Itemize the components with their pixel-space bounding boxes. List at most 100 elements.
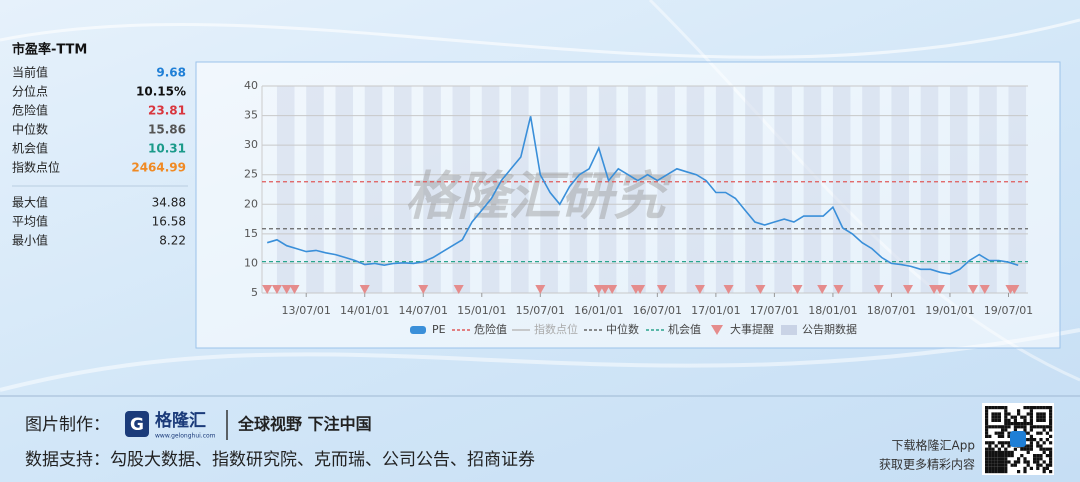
qr-cell — [1042, 470, 1046, 474]
qr-cell — [1036, 406, 1040, 410]
qr-cell — [991, 457, 995, 461]
qr-cell — [1001, 444, 1005, 448]
x-tick-label: 19/01/01 — [925, 304, 974, 317]
qr-cell — [1007, 418, 1011, 422]
qr-cell — [994, 425, 998, 429]
qr-cell — [1049, 412, 1053, 416]
report-period-band — [628, 86, 646, 293]
legend-label: 公告期数据 — [802, 322, 857, 336]
qr-cell — [1007, 450, 1011, 454]
qr-cell — [1036, 444, 1040, 448]
x-tick-label: 17/07/01 — [750, 304, 799, 317]
qr-cell — [991, 450, 995, 454]
report-period-band — [364, 86, 383, 293]
qr-cell — [1042, 412, 1046, 416]
stat-value: 9.68 — [156, 66, 186, 80]
made-by-label: 图片制作： — [25, 415, 110, 435]
event-marker — [873, 285, 884, 294]
qr-cell — [1026, 444, 1030, 448]
qr-cell — [1045, 438, 1049, 442]
qr-cell — [1029, 428, 1033, 432]
qr-logo — [1010, 431, 1026, 447]
report-period-band — [657, 86, 675, 293]
qr-cell — [1036, 425, 1040, 429]
event-marker — [694, 285, 705, 294]
qr-cell — [1042, 415, 1046, 419]
qr-cell — [1007, 412, 1011, 416]
y-tick-label: 30 — [244, 138, 258, 151]
slogan: 全球视野 下注中国 — [237, 415, 372, 434]
qr-cell — [985, 441, 989, 445]
stat-label: 当前值 — [12, 65, 48, 80]
qr-cell — [1049, 434, 1053, 438]
qr-cell — [1001, 466, 1005, 470]
qr-cell — [1029, 447, 1033, 451]
qr-cell — [1026, 450, 1030, 454]
qr-cell — [1004, 463, 1008, 467]
qr-cell — [985, 447, 989, 451]
qr-cell — [1026, 406, 1030, 410]
legend-label: 危险值 — [474, 322, 507, 336]
event-marker — [934, 285, 945, 294]
qr-cell — [988, 441, 992, 445]
qr-cell — [1023, 415, 1027, 419]
qr-cell — [988, 450, 992, 454]
event-marker — [607, 285, 618, 294]
qr-cell — [1036, 454, 1040, 458]
x-tick-label: 15/07/01 — [516, 304, 565, 317]
qr-cell — [1001, 434, 1005, 438]
event-marker — [792, 285, 803, 294]
qr-cell — [994, 460, 998, 464]
qr-cell — [1049, 422, 1053, 426]
qr-cell — [985, 463, 989, 467]
qr-cell — [997, 447, 1001, 451]
qr-cell — [1036, 418, 1040, 422]
qr-cell — [1017, 457, 1021, 461]
logo-icon — [125, 411, 149, 437]
qr-cell — [991, 406, 995, 410]
qr-cell — [1036, 463, 1040, 467]
qr-cell — [994, 412, 998, 416]
qr-cell — [994, 444, 998, 448]
qr-cell — [1020, 425, 1024, 429]
qr-cell — [1049, 425, 1053, 429]
qr-cell — [1045, 431, 1049, 435]
qr-cell — [985, 457, 989, 461]
qr-cell — [1013, 422, 1017, 426]
stat-label: 平均值 — [12, 214, 48, 229]
qr-cell — [994, 454, 998, 458]
qr-cell — [1042, 441, 1046, 445]
qr-cell — [1049, 415, 1053, 419]
qr-cell — [1004, 406, 1008, 410]
qr-cell — [1029, 425, 1033, 429]
qr-cell — [1023, 406, 1027, 410]
qr-cell — [1045, 463, 1049, 467]
qr-cell — [994, 431, 998, 435]
qr-cell — [1042, 418, 1046, 422]
event-marker — [262, 285, 273, 294]
qr-cell — [997, 434, 1001, 438]
qr-cell — [1033, 460, 1037, 464]
x-tick-label: 18/01/01 — [808, 304, 857, 317]
qr-cell — [1001, 460, 1005, 464]
report-period-band — [598, 86, 617, 293]
event-marker — [453, 285, 464, 294]
report-period-band — [569, 86, 588, 293]
qr-cell — [1029, 412, 1033, 416]
qr-cell — [1045, 406, 1049, 410]
stat-label: 最小值 — [12, 233, 48, 248]
qr-cell — [1004, 441, 1008, 445]
x-tick-label: 13/07/01 — [282, 304, 331, 317]
y-tick-label: 15 — [244, 227, 258, 240]
swoosh — [0, 328, 1080, 392]
stat-label: 危险值 — [12, 103, 48, 118]
legend-label: 机会值 — [668, 322, 701, 336]
qr-cell — [1001, 441, 1005, 445]
qr-cell — [1020, 415, 1024, 419]
qr-cell — [1049, 428, 1053, 432]
qr-cell — [1045, 447, 1049, 451]
qr-cell — [991, 466, 995, 470]
panel-title: 市盈率-TTM — [12, 42, 87, 58]
report-period-band — [862, 86, 880, 293]
